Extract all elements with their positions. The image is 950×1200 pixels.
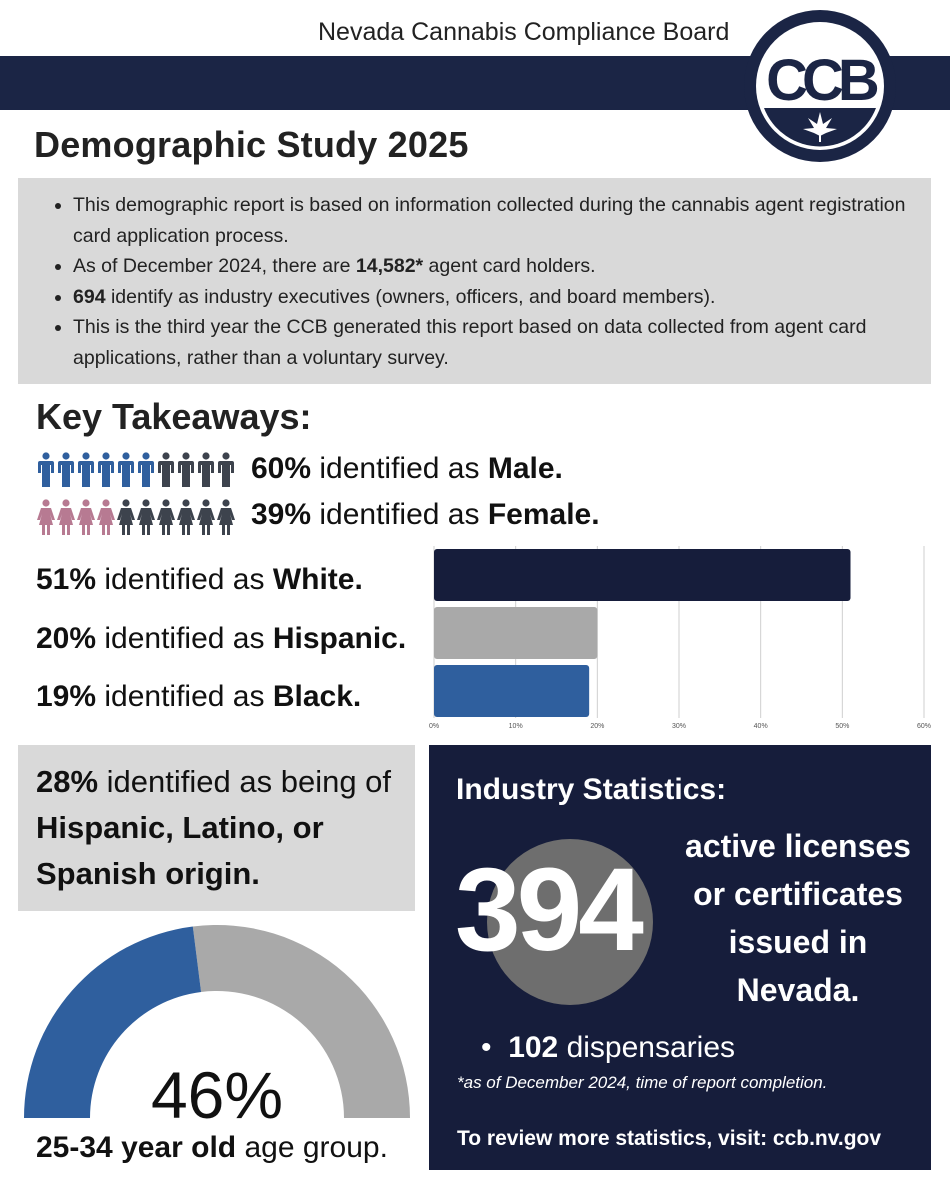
intro-item: As of December 2024, there are 14,582* a…	[73, 251, 915, 282]
female-person-icon	[77, 499, 95, 535]
ccb-logo: CCB	[744, 10, 896, 162]
dispensaries-bullet: • 102 dispensaries	[481, 1031, 736, 1064]
intro-item: 694 identify as industry executives (own…	[73, 282, 915, 313]
female-person-icon	[37, 499, 55, 535]
chart-tick-label: 0%	[429, 723, 439, 730]
cannabis-leaf-icon	[803, 112, 837, 142]
licenses-circle	[487, 839, 653, 1005]
intro-item: This is the third year the CCB generated…	[73, 312, 915, 373]
chart-tick-label: 10%	[509, 723, 523, 730]
ethnicity-hispanic-stat: 20% identified as Hispanic.	[36, 622, 407, 655]
male-person-icon	[78, 452, 94, 487]
ethnicity-bar-chart: 0% 10% 20% 30% 40% 50% 60%	[429, 546, 931, 730]
hispanic-origin-box: 28% identified as being of Hispanic, Lat…	[18, 745, 415, 911]
female-person-icon	[117, 499, 135, 535]
male-person-icon	[138, 452, 154, 487]
female-stat: 39% identified as Female.	[251, 498, 600, 531]
statistics-link-text: To review more statistics, visit: ccb.nv…	[457, 1127, 882, 1150]
chart-tick-label: 40%	[754, 723, 768, 730]
gauge-remaining-arc	[192, 925, 410, 1118]
chart-tick-label: 30%	[672, 723, 686, 730]
chart-bar-white	[434, 549, 851, 601]
female-person-icon	[197, 499, 215, 535]
ethnicity-black-stat: 19% identified as Black.	[36, 680, 362, 713]
male-person-icon	[198, 452, 214, 487]
age-caption: 25-34 year old age group.	[36, 1131, 388, 1164]
licenses-count: 394	[455, 844, 644, 976]
male-stat: 60% identified as Male.	[251, 452, 563, 485]
logo-text: CCB	[766, 48, 878, 113]
female-person-icon	[137, 499, 155, 535]
age-gauge: 46%	[24, 925, 410, 1128]
male-person-icon	[178, 452, 194, 487]
hispanic-origin-stat: 28% identified as being of Hispanic, Lat…	[36, 764, 392, 891]
male-person-icon	[218, 452, 234, 487]
chart-bar-black	[434, 665, 590, 717]
report-note: *as of December 2024, time of report com…	[457, 1073, 828, 1092]
intro-list: This demographic report is based on info…	[18, 178, 931, 373]
female-person-icon	[97, 499, 115, 535]
gauge-filled-arc	[24, 926, 202, 1118]
chart-tick-label: 50%	[835, 723, 849, 730]
chart-tick-label: 20%	[590, 723, 604, 730]
organization-name: Nevada Cannabis Compliance Board	[318, 18, 730, 46]
female-person-icon	[157, 499, 175, 535]
licenses-description: active licenses or certificates issued i…	[685, 828, 911, 1008]
chart-bar-hispanic	[434, 607, 598, 659]
female-person-icon	[177, 499, 195, 535]
male-person-icon	[118, 452, 134, 487]
female-person-icon	[217, 499, 235, 535]
male-person-icon	[98, 452, 114, 487]
intro-item: This demographic report is based on info…	[73, 190, 915, 251]
male-person-icon	[158, 452, 174, 487]
chart-tick-label: 60%	[917, 723, 931, 730]
ethnicity-white-stat: 51% identified as White.	[36, 563, 363, 596]
male-person-icon	[58, 452, 74, 487]
male-person-icon	[38, 452, 54, 487]
key-takeaways-title: Key Takeaways:	[36, 396, 312, 437]
male-people-icons	[36, 452, 236, 488]
intro-box: This demographic report is based on info…	[18, 178, 931, 384]
female-people-icons	[36, 499, 236, 535]
gauge-value: 46%	[151, 1058, 283, 1128]
page-title: Demographic Study 2025	[34, 124, 469, 165]
industry-statistics-box: Industry Statistics: 394 active licenses…	[429, 745, 931, 1170]
female-person-icon	[57, 499, 75, 535]
industry-title: Industry Statistics:	[456, 773, 727, 806]
